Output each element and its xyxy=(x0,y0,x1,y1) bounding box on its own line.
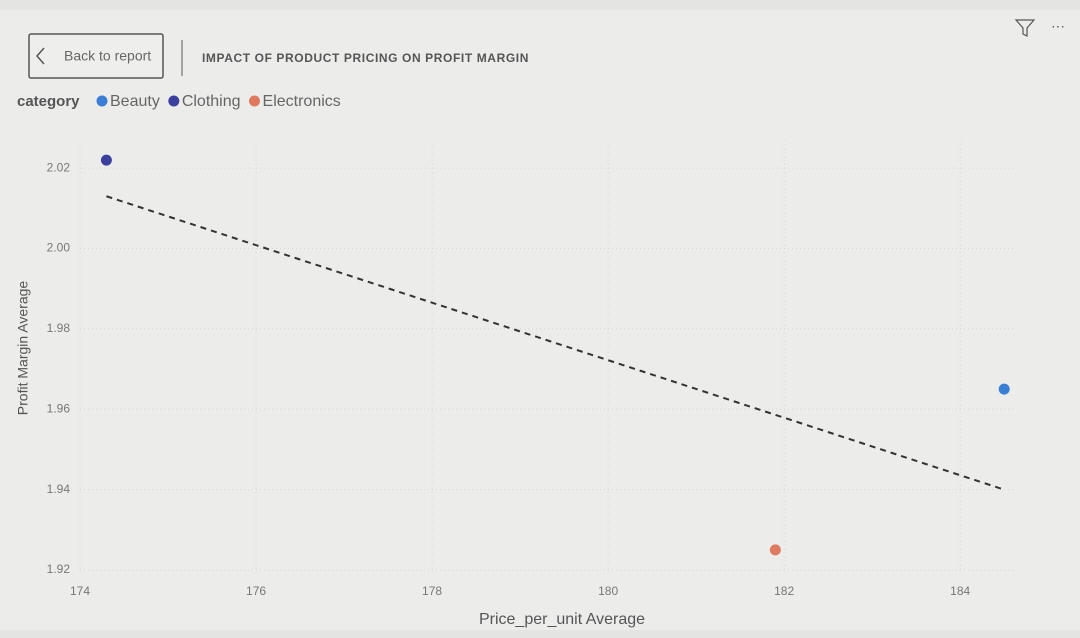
back-button-frame[interactable] xyxy=(28,33,164,79)
data-point xyxy=(100,154,112,166)
y-tick-label: 1.92 xyxy=(47,562,71,576)
y-tick-label: 2.00 xyxy=(47,241,71,255)
legend-marker xyxy=(249,95,261,107)
back-button[interactable]: Back to report xyxy=(28,33,164,79)
x-tick-label: 180 xyxy=(598,584,618,598)
y-tick-label: 2.02 xyxy=(47,160,71,174)
back-button-label[interactable]: Back to report xyxy=(64,48,151,64)
x-axis-title: Price_per_unit Average xyxy=(479,611,645,628)
x-tick-label: 176 xyxy=(246,584,266,598)
more-options-icon[interactable]: ··· xyxy=(1051,18,1065,34)
legend-label: Beauty xyxy=(110,93,160,110)
x-tick-label: 174 xyxy=(70,584,90,598)
trend-line xyxy=(106,195,1005,491)
y-tick-label: 1.96 xyxy=(47,401,71,415)
y-tick-label: 1.94 xyxy=(47,482,71,496)
data-point xyxy=(769,544,781,556)
back-arrow xyxy=(36,47,45,65)
x-tick-label: 184 xyxy=(950,584,970,598)
y-axis-title: Profit Margin Average xyxy=(15,281,31,416)
chart-title: IMPACT OF PRODUCT PRICING ON PROFIT MARG… xyxy=(202,51,529,65)
visual-background xyxy=(0,10,1080,630)
legend-label: Clothing xyxy=(182,93,241,110)
legend-marker xyxy=(96,95,108,107)
x-tick-label: 182 xyxy=(774,584,794,598)
plot-area: 1.92 1.94 1.96 1.98 2.00 2.02 174 176 178 180 182 1… xyxy=(47,140,1013,598)
data-point xyxy=(998,383,1010,395)
legend-marker xyxy=(168,95,180,107)
legend-title: category xyxy=(17,93,80,110)
legend-label: Electronics xyxy=(263,93,341,110)
x-tick-label: 178 xyxy=(422,584,442,598)
filter-icon[interactable] xyxy=(1014,19,1036,37)
legend: Beauty Clothing Electronics xyxy=(96,93,341,110)
y-tick-label: 1.98 xyxy=(47,321,71,335)
